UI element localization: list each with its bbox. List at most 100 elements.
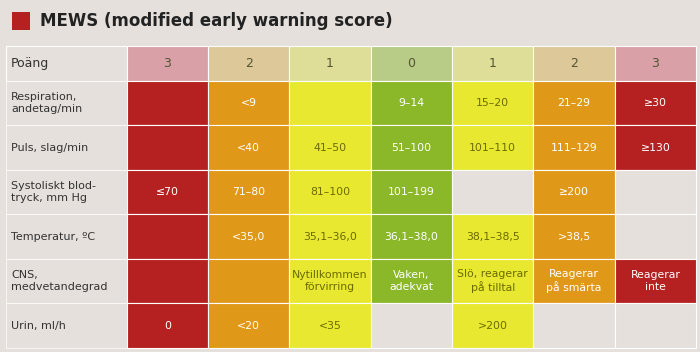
Bar — [533, 170, 615, 214]
Text: CNS,
medvetandegrad: CNS, medvetandegrad — [11, 270, 108, 292]
Bar — [289, 170, 371, 214]
Bar — [208, 214, 289, 259]
Bar — [208, 170, 289, 214]
Text: >200: >200 — [477, 321, 508, 331]
Text: MEWS (modified early warning score): MEWS (modified early warning score) — [40, 12, 393, 30]
Bar — [615, 214, 696, 259]
Bar — [289, 46, 371, 81]
Bar — [208, 81, 289, 125]
Text: Vaken,
adekvat: Vaken, adekvat — [389, 270, 433, 292]
Bar — [289, 303, 371, 348]
Bar — [127, 259, 208, 303]
Text: Respiration,
andetag/min: Respiration, andetag/min — [11, 92, 83, 114]
Text: 2: 2 — [570, 57, 578, 70]
Bar — [208, 259, 289, 303]
Text: 71–80: 71–80 — [232, 187, 265, 197]
Bar — [289, 259, 371, 303]
Bar — [289, 81, 371, 125]
Bar — [452, 46, 533, 81]
Bar — [371, 46, 452, 81]
Text: 101–110: 101–110 — [469, 143, 516, 152]
Text: <35: <35 — [318, 321, 342, 331]
Text: >38,5: >38,5 — [557, 232, 591, 241]
Bar — [289, 125, 371, 170]
Bar — [6, 81, 127, 125]
Bar — [615, 303, 696, 348]
Bar — [615, 81, 696, 125]
Bar — [6, 214, 127, 259]
Bar — [371, 125, 452, 170]
Text: 36,1–38,0: 36,1–38,0 — [384, 232, 438, 241]
Text: <9: <9 — [241, 98, 257, 108]
Text: 9–14: 9–14 — [398, 98, 424, 108]
Bar — [452, 214, 533, 259]
Bar — [452, 125, 533, 170]
Text: 2: 2 — [245, 57, 253, 70]
Bar — [615, 170, 696, 214]
Text: Systoliskt blod-
tryck, mm Hg: Systoliskt blod- tryck, mm Hg — [11, 181, 96, 203]
Bar — [127, 81, 208, 125]
Text: 3: 3 — [652, 57, 659, 70]
Bar — [127, 170, 208, 214]
Bar — [127, 125, 208, 170]
Text: ≥130: ≥130 — [640, 143, 671, 152]
Bar — [6, 46, 127, 81]
Text: <40: <40 — [237, 143, 260, 152]
Bar — [452, 81, 533, 125]
Text: Urin, ml/h: Urin, ml/h — [11, 321, 66, 331]
Text: <20: <20 — [237, 321, 260, 331]
Text: 0: 0 — [164, 321, 171, 331]
Text: Puls, slag/min: Puls, slag/min — [11, 143, 88, 152]
Text: Nytillkommen
förvirring: Nytillkommen förvirring — [293, 270, 368, 292]
Text: 81–100: 81–100 — [310, 187, 350, 197]
Bar — [371, 214, 452, 259]
Bar — [208, 303, 289, 348]
Bar — [127, 46, 208, 81]
Bar — [371, 81, 452, 125]
Bar — [533, 303, 615, 348]
Text: 0: 0 — [407, 57, 415, 70]
Bar — [615, 259, 696, 303]
Bar — [6, 259, 127, 303]
Text: Poäng: Poäng — [11, 57, 49, 70]
Text: 101–199: 101–199 — [388, 187, 435, 197]
Bar — [533, 259, 615, 303]
Text: 1: 1 — [489, 57, 496, 70]
Bar — [127, 214, 208, 259]
Bar — [371, 170, 452, 214]
Text: Reagerar
på smärta: Reagerar på smärta — [546, 269, 602, 293]
Text: Temperatur, ºC: Temperatur, ºC — [11, 232, 95, 241]
Bar — [371, 303, 452, 348]
Text: 51–100: 51–100 — [391, 143, 431, 152]
Bar — [6, 125, 127, 170]
Text: 111–129: 111–129 — [551, 143, 597, 152]
Bar — [533, 125, 615, 170]
Text: <35,0: <35,0 — [232, 232, 265, 241]
Bar — [452, 170, 533, 214]
Bar — [533, 46, 615, 81]
Bar — [289, 214, 371, 259]
Text: 3: 3 — [164, 57, 172, 70]
Bar — [533, 214, 615, 259]
Text: ≤70: ≤70 — [156, 187, 179, 197]
Bar — [452, 303, 533, 348]
Bar — [533, 81, 615, 125]
Text: Reagerar
inte: Reagerar inte — [631, 270, 680, 292]
Bar — [127, 303, 208, 348]
Text: 21–29: 21–29 — [557, 98, 591, 108]
Bar — [615, 125, 696, 170]
Bar — [6, 303, 127, 348]
Text: Slö, reagerar
på tilltal: Slö, reagerar på tilltal — [457, 269, 528, 293]
Bar — [208, 46, 289, 81]
Text: 38,1–38,5: 38,1–38,5 — [466, 232, 519, 241]
Bar — [208, 125, 289, 170]
Bar — [6, 170, 127, 214]
Text: ≥200: ≥200 — [559, 187, 589, 197]
Text: 15–20: 15–20 — [476, 98, 510, 108]
Bar — [371, 259, 452, 303]
Text: ≥30: ≥30 — [644, 98, 667, 108]
Bar — [12, 12, 30, 30]
Text: 35,1–36,0: 35,1–36,0 — [303, 232, 357, 241]
Bar — [615, 46, 696, 81]
Text: 41–50: 41–50 — [314, 143, 346, 152]
